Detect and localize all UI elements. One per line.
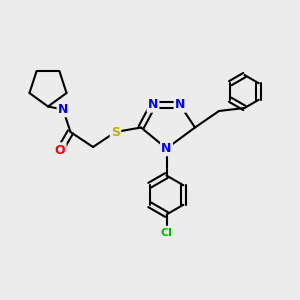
Text: N: N [148, 98, 158, 112]
Text: Cl: Cl [160, 227, 172, 238]
Text: N: N [58, 103, 68, 116]
Text: O: O [55, 143, 65, 157]
Text: N: N [175, 98, 185, 112]
Text: S: S [111, 125, 120, 139]
Text: N: N [161, 142, 172, 155]
